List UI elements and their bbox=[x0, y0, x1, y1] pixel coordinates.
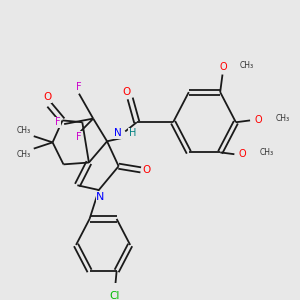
Text: N: N bbox=[96, 192, 105, 202]
Text: O: O bbox=[142, 165, 151, 175]
Text: O: O bbox=[44, 92, 52, 102]
Text: CH₃: CH₃ bbox=[240, 61, 254, 70]
Text: CH₃: CH₃ bbox=[16, 150, 31, 159]
Text: O: O bbox=[219, 62, 226, 72]
Text: O: O bbox=[123, 87, 131, 97]
Text: F: F bbox=[76, 82, 81, 92]
Text: N: N bbox=[114, 128, 122, 138]
Text: CH₃: CH₃ bbox=[16, 126, 31, 135]
Text: O: O bbox=[239, 149, 246, 159]
Text: O: O bbox=[254, 116, 262, 125]
Text: CH₃: CH₃ bbox=[260, 148, 274, 157]
Text: Cl: Cl bbox=[110, 291, 120, 300]
Text: F: F bbox=[76, 132, 81, 142]
Text: CH₃: CH₃ bbox=[275, 114, 290, 123]
Text: H: H bbox=[129, 128, 136, 138]
Text: F: F bbox=[55, 117, 60, 127]
